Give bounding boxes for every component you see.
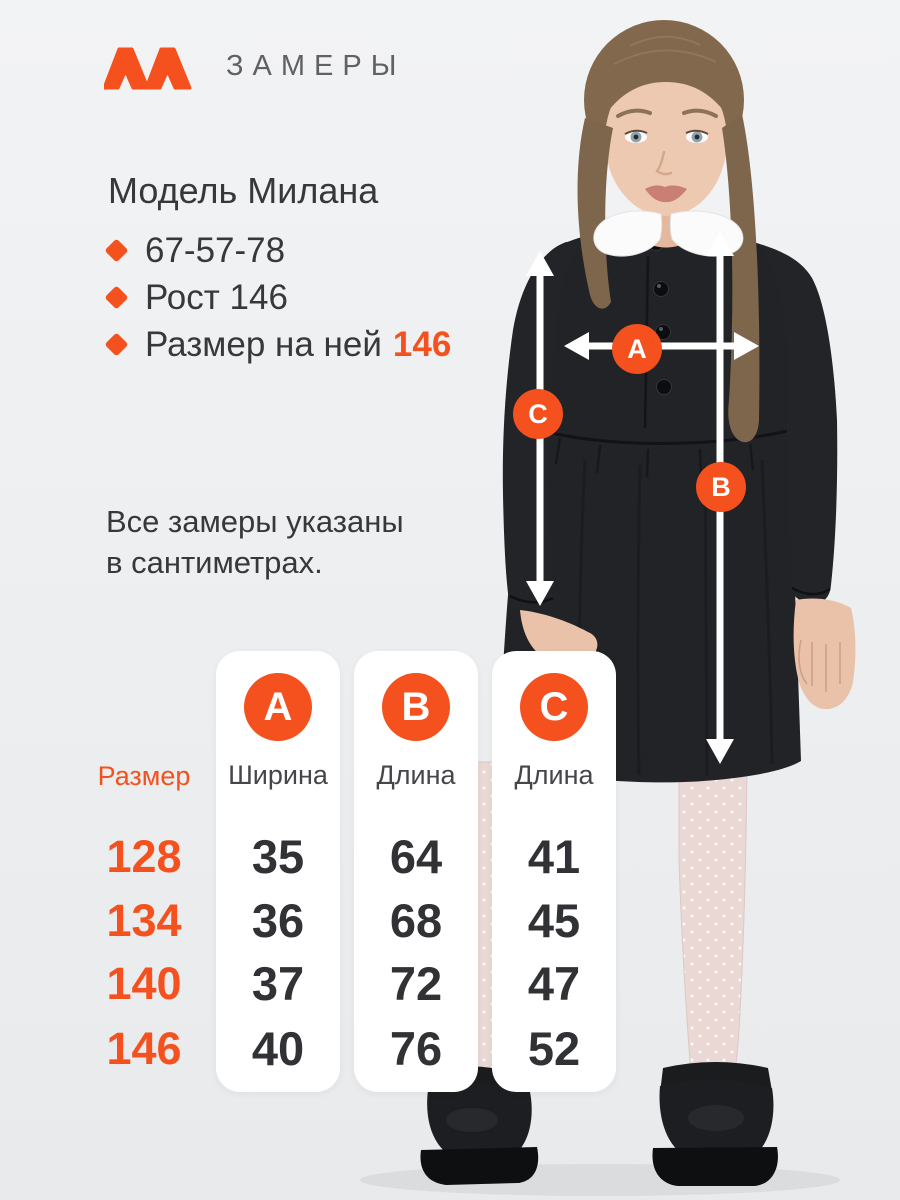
measure-letter-circle-a: A [244,673,312,741]
collar [593,210,744,257]
bullet-text: Размер на ней 146 [145,325,451,365]
diamond-bullet-icon [104,285,129,310]
bullet-item: 67-57-78 [104,227,451,274]
size-label-128: 128 [106,831,182,882]
cell-value: 37 [251,957,305,1010]
units-note: Все замеры указаны в сантиметрах. [106,501,404,583]
cell-value: 52 [527,1022,581,1075]
cell-value: 35 [251,830,305,883]
column-label-c: Длина [514,760,594,790]
cell-value: 45 [527,894,581,947]
measure-letter-circle-b: B [382,673,450,741]
bullet-item: Рост 146 [104,274,451,321]
bullet-item: Размер на ней 146 [104,321,451,368]
bullet-text: 67-57-78 [145,230,286,270]
measure-letter-circle-c: C [520,673,588,741]
size-label-146: 146 [106,1023,182,1074]
cell-value: 76 [389,1022,443,1075]
floor-shadow [360,1164,840,1196]
model-title: Модель Милана [108,170,379,211]
size-label-134: 134 [106,895,182,946]
size-column-header: Размер [97,761,191,791]
column-label-a: Ширина [228,760,328,790]
measure-badge-c: C [513,389,563,439]
measure-badge-a: A [612,324,662,374]
cell-value: 64 [389,830,443,883]
cell-value: 36 [251,894,305,947]
page-title: ЗАМЕРЫ [226,49,406,82]
cell-value: 41 [527,830,581,883]
cell-value: 40 [251,1022,305,1075]
measure-badge-b: B [696,462,746,512]
size-label-140: 140 [106,958,182,1009]
header: ЗАМЕРЫ [104,42,405,90]
brand-logo-icon [104,47,192,90]
note-line-1: Все замеры указаны [106,504,404,539]
note-line-2: в сантиметрах. [106,545,323,580]
bullet-text: Рост 146 [145,277,288,317]
cell-value: 68 [389,894,443,947]
diamond-bullet-icon [104,332,129,357]
diamond-bullet-icon [104,238,129,263]
bullet-highlight: 146 [392,324,452,364]
bullet-text-main: Размер на ней [145,324,382,364]
column-label-b: Длина [376,760,456,790]
cell-value: 72 [389,957,443,1010]
head [577,20,760,443]
measurement-card-b: B Длина 64 68 72 76 [354,651,478,1092]
buttons [648,235,672,395]
model-bullets: 67-57-78 Рост 146 Размер на ней 146 [104,227,451,368]
cell-value: 47 [527,957,581,1010]
measurement-card-a: A Ширина 35 36 37 40 [216,651,340,1092]
measurement-card-c: C Длина 41 45 47 52 [492,651,616,1092]
